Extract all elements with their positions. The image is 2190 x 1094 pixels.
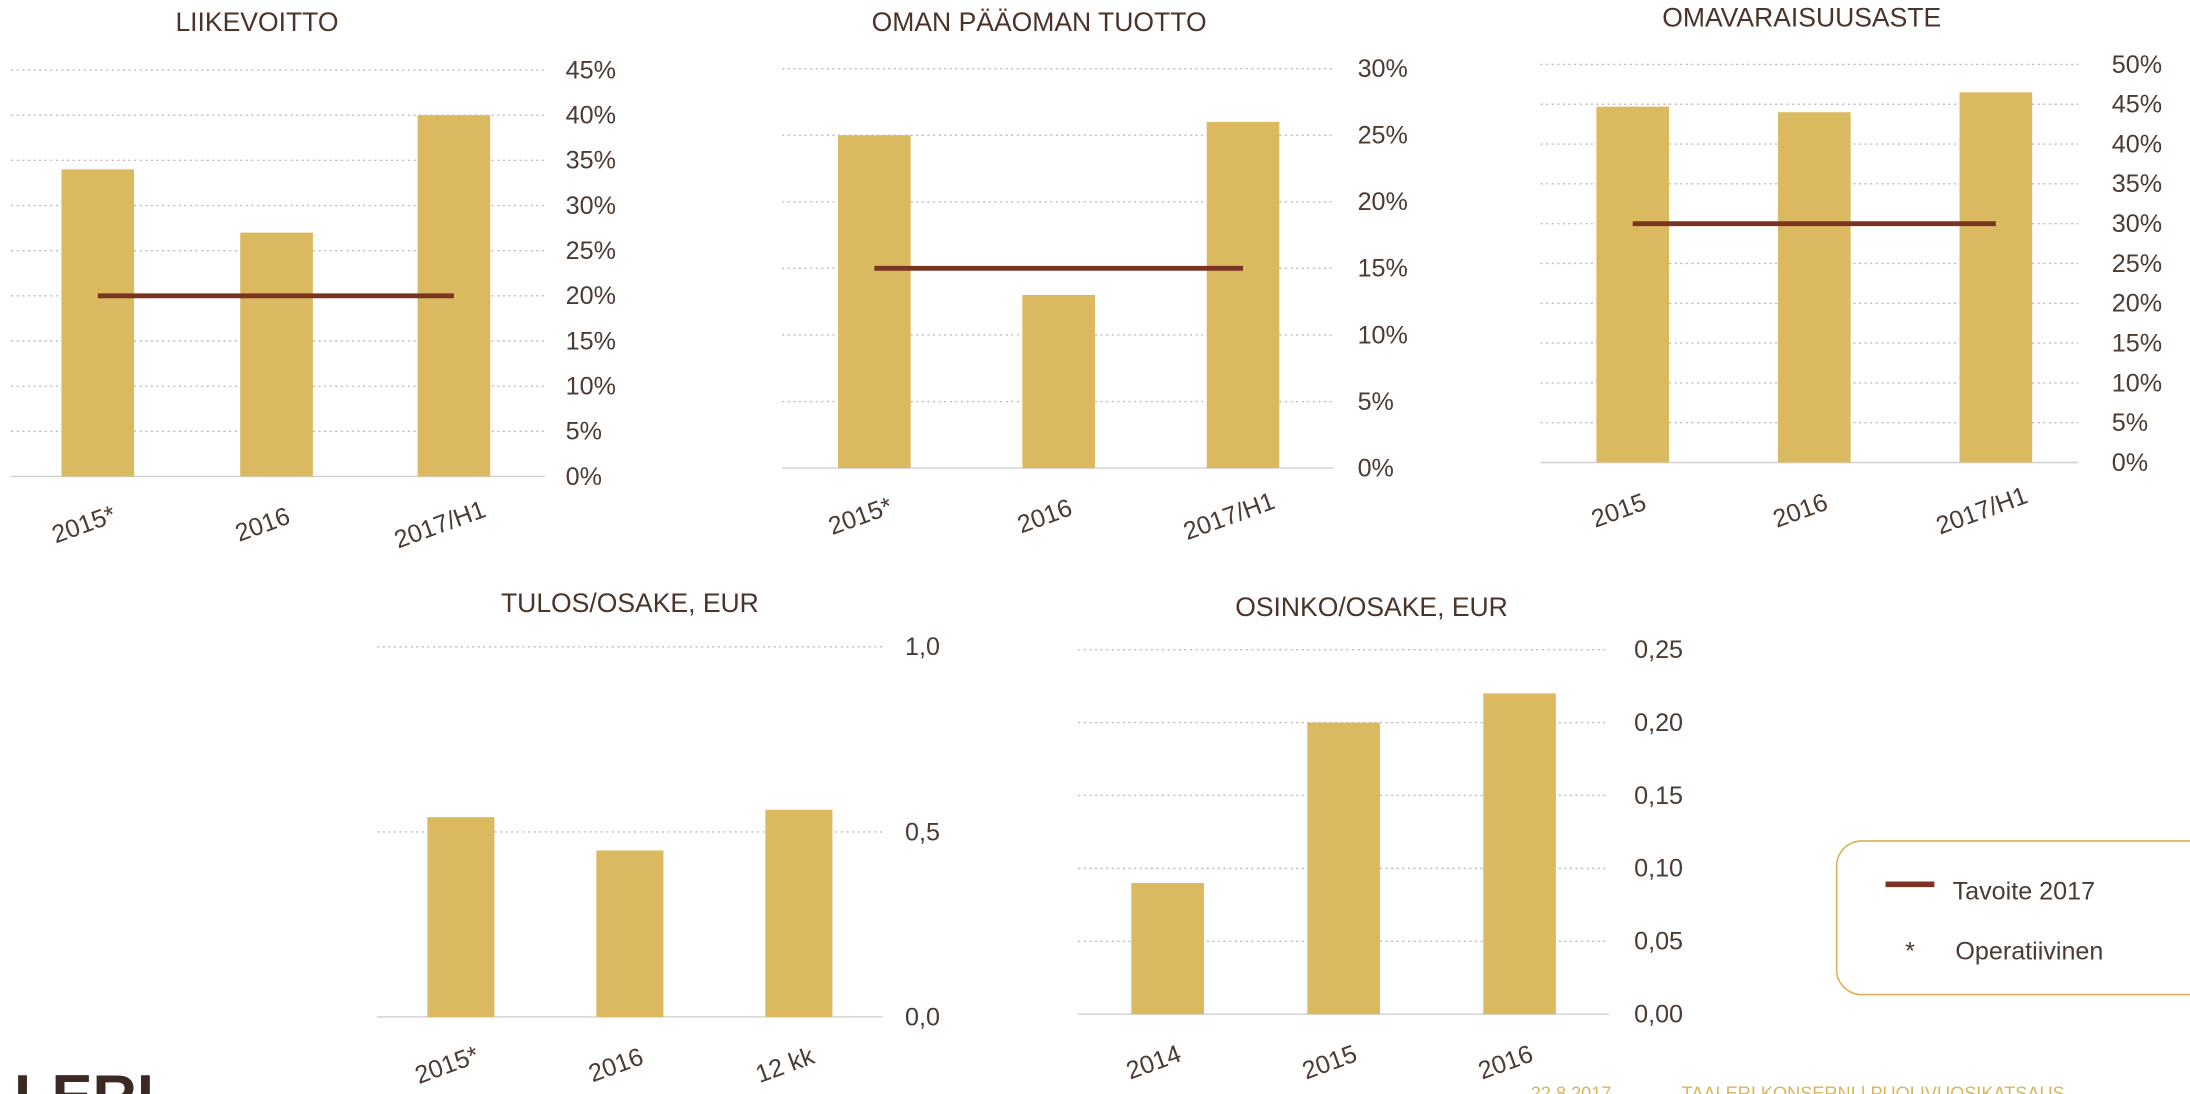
x-tick-label: 12 kk: [752, 1042, 818, 1089]
y-tick-label: 10%: [1358, 321, 1408, 349]
y-tick-label: 0,5: [905, 818, 940, 846]
legend-label: Tavoite 2017: [1953, 878, 2095, 906]
bar: [1959, 92, 2033, 463]
bar: [1022, 294, 1095, 469]
y-tick-label: 15%: [566, 327, 616, 355]
chart-title: OMAN PÄÄOMAN TUOTTO: [872, 7, 1207, 37]
bar: [1206, 121, 1280, 469]
y-tick-label: 5%: [2112, 409, 2148, 437]
bar: [240, 232, 313, 477]
x-tick-label: 2016: [1475, 1040, 1537, 1085]
y-tick-label: 5%: [566, 418, 602, 446]
y-tick-label: 15%: [1358, 255, 1408, 283]
x-tick-label: 2016: [1769, 488, 1831, 533]
chart-title: LIIKEVOITTO: [175, 7, 338, 37]
y-tick-label: 0,15: [1634, 782, 1683, 810]
x-tick-label: 2015*: [411, 1041, 482, 1090]
y-tick-label: 0,25: [1634, 636, 1683, 664]
x-tick-label: 2017/H1: [1933, 481, 2032, 540]
footer-date: 22.8.2017: [1531, 1083, 1612, 1094]
y-tick-label: 0,20: [1634, 709, 1683, 737]
y-tick-label: 25%: [2112, 250, 2162, 278]
x-tick-label: 2016: [232, 502, 294, 547]
y-tick-label: 35%: [2112, 170, 2162, 198]
x-tick-label: 2015*: [825, 492, 896, 541]
y-tick-label: 1,0: [905, 633, 940, 661]
y-tick-label: 25%: [566, 237, 616, 265]
x-tick-label: 2015: [1588, 488, 1650, 533]
x-tick-label: 2016: [585, 1043, 647, 1088]
x-tick-label: 2017/H1: [391, 495, 490, 554]
y-tick-label: 0,10: [1634, 855, 1683, 883]
bar: [1777, 112, 1851, 463]
x-tick-label: 2015*: [48, 500, 119, 549]
y-tick-label: 10%: [566, 373, 616, 401]
x-tick-label: 2017/H1: [1180, 487, 1279, 546]
y-tick-label: 30%: [566, 192, 616, 220]
chart-title: TULOS/OSAKE, EUR: [501, 588, 759, 618]
y-tick-label: 15%: [2112, 329, 2162, 357]
y-tick-label: 45%: [566, 56, 616, 84]
bar: [1307, 722, 1380, 1015]
y-tick-label: 10%: [2112, 369, 2162, 397]
legend-box: [1835, 840, 2190, 996]
bar: [427, 817, 495, 1017]
y-tick-label: 0,00: [1634, 1001, 1683, 1029]
y-tick-label: 0,0: [905, 1003, 940, 1031]
chart-title: OMAVARAISUUSASTE: [1662, 3, 1941, 33]
y-tick-label: 20%: [566, 282, 616, 310]
y-tick-label: 30%: [1358, 55, 1408, 83]
y-tick-label: 0%: [2112, 449, 2148, 477]
logo: LERI: [14, 1063, 154, 1094]
x-tick-label: 2014: [1123, 1040, 1185, 1085]
x-tick-label: 2016: [1014, 494, 1076, 539]
legend-symbol: *: [1905, 938, 1915, 966]
bar: [1131, 882, 1204, 1015]
legend-note: Operatiivinen: [1955, 938, 2103, 966]
y-tick-label: 50%: [2112, 51, 2162, 79]
bar: [1596, 106, 1670, 463]
y-tick-label: 20%: [1358, 188, 1408, 216]
y-tick-label: 25%: [1358, 122, 1408, 150]
y-tick-label: 35%: [566, 147, 616, 175]
bar: [838, 135, 911, 469]
footer-text: TAALERI KONSERNI | PUOLIVUOSIKATSAUS: [1682, 1083, 2065, 1094]
x-tick-label: 2015: [1299, 1040, 1361, 1085]
y-tick-label: 45%: [2112, 91, 2162, 119]
y-tick-label: 30%: [2112, 210, 2162, 238]
y-tick-label: 0%: [1358, 454, 1394, 482]
bar: [596, 850, 664, 1017]
bar: [1483, 693, 1556, 1015]
y-tick-label: 0,05: [1634, 928, 1683, 956]
y-tick-label: 0%: [566, 463, 602, 491]
y-tick-label: 5%: [1358, 388, 1394, 416]
y-tick-label: 40%: [566, 102, 616, 130]
chart-title: OSINKO/OSAKE, EUR: [1235, 592, 1508, 622]
bar: [61, 169, 135, 477]
bar: [765, 809, 833, 1017]
y-tick-label: 40%: [2112, 130, 2162, 158]
y-tick-label: 20%: [2112, 290, 2162, 318]
